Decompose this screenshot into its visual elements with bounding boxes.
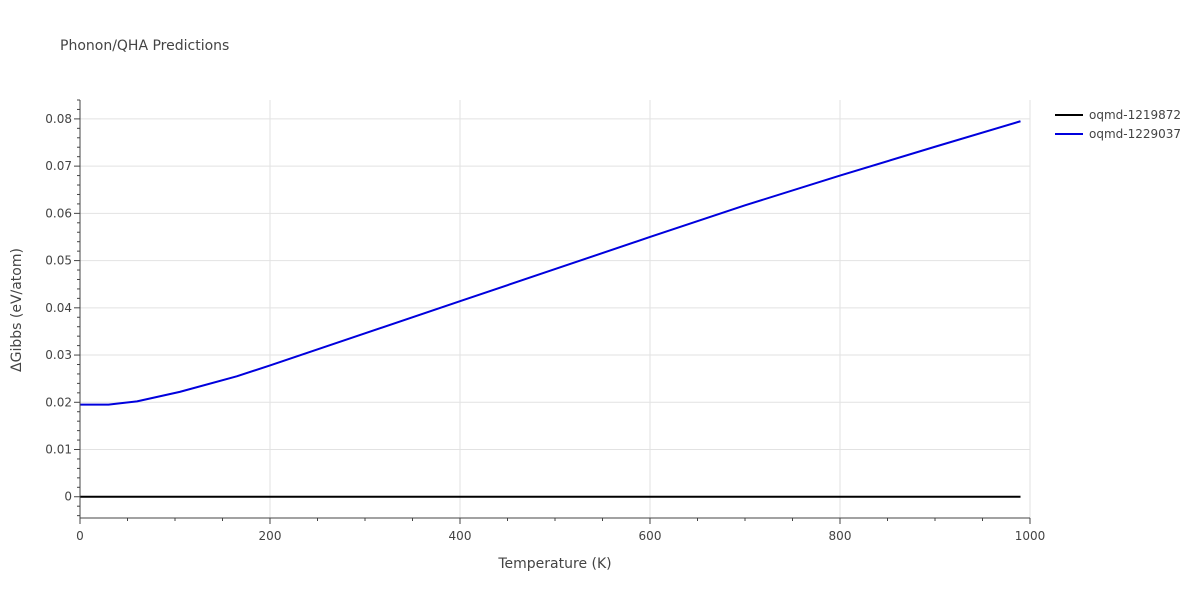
- y-tick-label: 0.07: [45, 159, 72, 173]
- legend: oqmd-1219872 oqmd-1229037: [1055, 108, 1181, 141]
- y-tick-label: 0.04: [45, 301, 72, 315]
- legend-label: oqmd-1219872: [1089, 108, 1181, 122]
- x-tick-label: 0: [76, 529, 84, 543]
- axes-layer: 0 200 400 600 800 1000 0 0.01 0.02 0.03 0.04 0.05 0.…: [45, 99, 1046, 543]
- y-tick-label: 0.05: [45, 254, 72, 268]
- legend-label: oqmd-1229037: [1089, 127, 1181, 141]
- y-tick-label: 0.08: [45, 112, 72, 126]
- x-tick-label: 200: [259, 529, 282, 543]
- x-tick-label: 600: [639, 529, 662, 543]
- y-tick-label: 0.06: [45, 206, 72, 220]
- grid-layer: [80, 100, 1031, 518]
- x-tick-label: 400: [449, 529, 472, 543]
- y-axis-title: ΔGibbs (eV/atom): [9, 248, 25, 372]
- chart-title: Phonon/QHA Predictions: [60, 38, 229, 54]
- series-line-oqmd-1229037: [80, 120, 1021, 406]
- y-tick-label: 0.02: [45, 395, 72, 409]
- series-layer: [80, 120, 1021, 498]
- y-tick-label: 0.01: [45, 443, 72, 457]
- y-tick-label: 0: [64, 490, 72, 504]
- x-axis-title: Temperature (K): [497, 556, 611, 572]
- x-tick-label: 800: [829, 529, 852, 543]
- y-tick-label: 0.03: [45, 348, 72, 362]
- x-tick-label: 1000: [1015, 529, 1046, 543]
